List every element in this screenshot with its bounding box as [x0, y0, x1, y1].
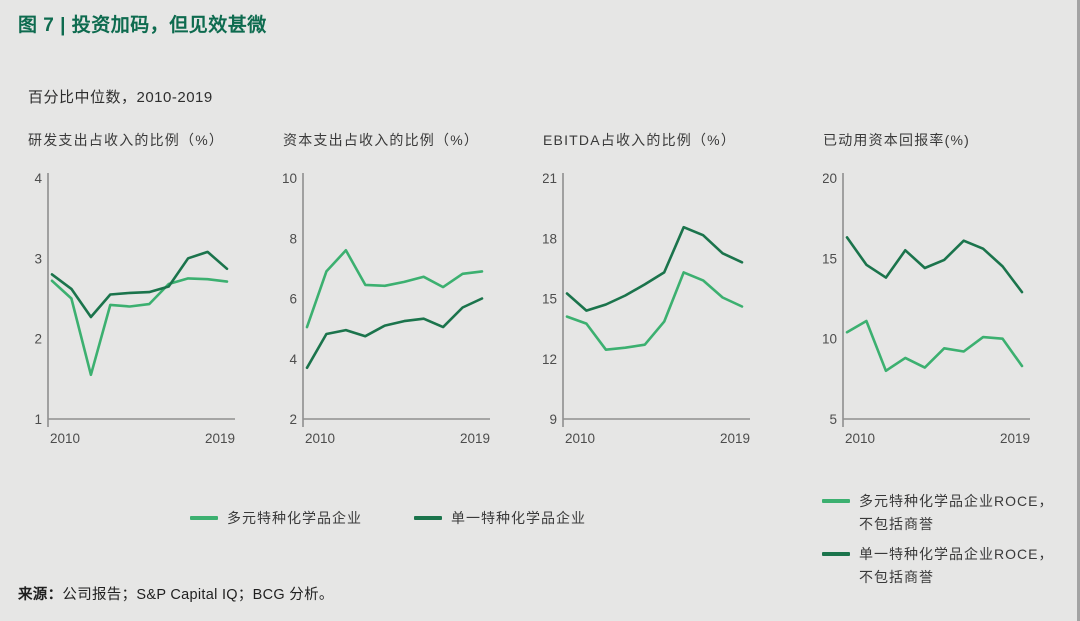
svg-text:2010: 2010: [305, 431, 335, 446]
line-swatch-diversified-icon: [190, 516, 218, 520]
svg-text:15: 15: [543, 292, 557, 307]
legend-label-diversified-roce: 多元特种化学品企业ROCE， 不包括商誉: [859, 490, 1053, 536]
legend-label-line2: 不包括商誉: [859, 569, 934, 585]
svg-text:2019: 2019: [720, 431, 750, 446]
legend-label-line2: 不包括商誉: [859, 516, 934, 532]
chart-ebitda: 9 12 15 18 21 2010 2019: [542, 162, 778, 467]
chart-title-capex: 资本支出占收入的比例（%）: [283, 132, 480, 148]
svg-text:4: 4: [34, 171, 42, 186]
legend-item-focused-roce: 单一特种化学品企业ROCE， 不包括商誉: [822, 543, 1053, 589]
chart-panel-ebitda: EBITDA占收入的比例（%） 9 12 15 18 21 2010 2019: [542, 130, 778, 467]
chart-panel-rd-spend: 研发支出占收入的比例（%） 1 2 3 4 2010 2019: [28, 130, 263, 467]
line-swatch-focused-icon: [414, 516, 442, 520]
source-text: 公司报告；S&P Capital IQ；BCG 分析。: [62, 587, 334, 603]
legend-label-focused-roce: 单一特种化学品企业ROCE， 不包括商誉: [859, 543, 1053, 589]
svg-text:10: 10: [283, 171, 297, 186]
legend-item-diversified: 多元特种化学品企业: [190, 508, 362, 528]
figure-title: 图 7 | 投资加码，但见效甚微: [18, 15, 267, 36]
chart-title-roce: 已动用资本回报率(%): [823, 132, 970, 148]
svg-text:18: 18: [543, 231, 557, 246]
svg-text:2019: 2019: [1000, 431, 1030, 446]
chart-rd-spend: 1 2 3 4 2010 2019: [28, 162, 263, 467]
svg-text:2010: 2010: [845, 431, 875, 446]
legend-roce: 多元特种化学品企业ROCE， 不包括商誉 单一特种化学品企业ROCE， 不包括商誉: [822, 490, 1053, 589]
legend-main: 多元特种化学品企业 单一特种化学品企业: [190, 508, 586, 528]
svg-text:2019: 2019: [205, 431, 235, 446]
svg-text:2: 2: [289, 412, 297, 427]
chart-title-rd-spend: 研发支出占收入的比例（%）: [28, 132, 225, 148]
chart-panel-roce: 已动用资本回报率(%) 5 10 15 20 2010 2019: [822, 130, 1058, 467]
svg-text:1: 1: [34, 412, 42, 427]
chart-title-ebitda: EBITDA占收入的比例（%）: [543, 132, 737, 148]
source-label: 来源：: [18, 587, 63, 603]
chart-roce: 5 10 15 20 2010 2019: [822, 162, 1058, 467]
legend-item-focused: 单一特种化学品企业: [414, 508, 586, 528]
svg-text:21: 21: [543, 171, 557, 186]
chart-panel-capex: 资本支出占收入的比例（%） 2 4 6 8 10 2010 2019: [282, 130, 518, 467]
svg-text:2010: 2010: [50, 431, 80, 446]
figure-subtitle: 百分比中位数，2010-2019: [28, 89, 213, 106]
svg-text:20: 20: [823, 171, 837, 186]
svg-text:4: 4: [289, 352, 297, 367]
svg-text:5: 5: [829, 412, 837, 427]
svg-text:2010: 2010: [565, 431, 595, 446]
svg-text:15: 15: [823, 251, 837, 266]
source-note: 来源：公司报告；S&P Capital IQ；BCG 分析。: [18, 583, 334, 604]
legend-item-diversified-roce: 多元特种化学品企业ROCE， 不包括商誉: [822, 490, 1053, 536]
svg-text:10: 10: [823, 332, 837, 347]
line-swatch-focused-roce-icon: [822, 552, 850, 556]
svg-text:2: 2: [34, 332, 42, 347]
svg-text:6: 6: [289, 292, 297, 307]
svg-text:8: 8: [289, 231, 297, 246]
svg-text:12: 12: [543, 352, 557, 367]
legend-label-focused: 单一特种化学品企业: [451, 510, 586, 526]
legend-label-line1: 单一特种化学品企业ROCE，: [859, 546, 1054, 562]
page-edge-strip: [1077, 0, 1080, 621]
legend-label-line1: 多元特种化学品企业ROCE，: [859, 493, 1054, 509]
svg-text:3: 3: [34, 251, 42, 266]
svg-text:9: 9: [549, 412, 557, 427]
svg-text:2019: 2019: [460, 431, 490, 446]
chart-capex: 2 4 6 8 10 2010 2019: [282, 162, 518, 467]
legend-label-diversified: 多元特种化学品企业: [227, 510, 362, 526]
line-swatch-diversified-roce-icon: [822, 499, 850, 503]
